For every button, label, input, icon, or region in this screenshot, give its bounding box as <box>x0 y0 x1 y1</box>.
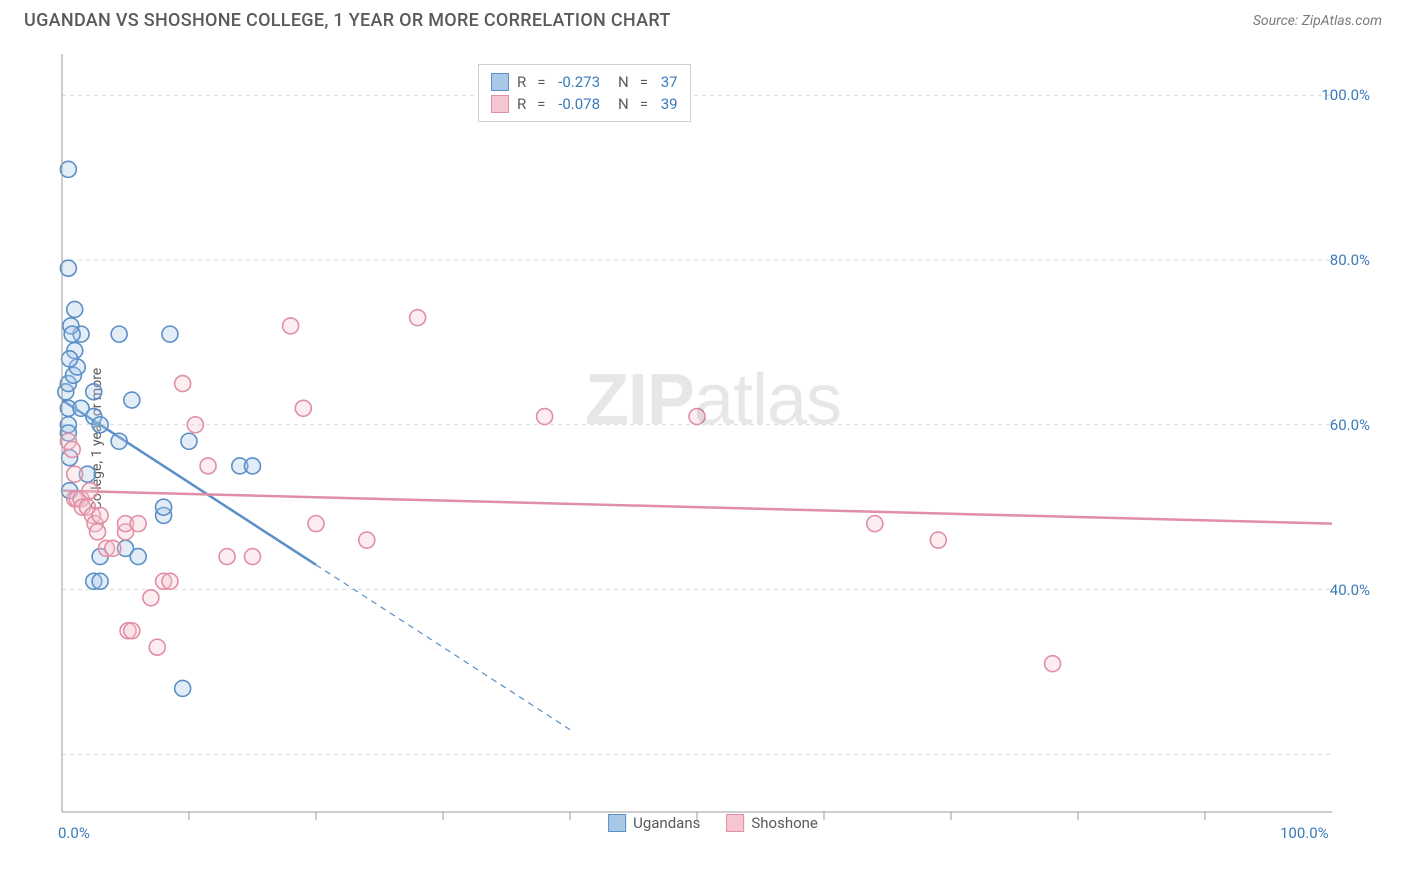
y-tick-label: 80.0% <box>1330 251 1370 269</box>
stats-swatch <box>491 73 509 91</box>
stat-n-label: N <box>616 71 631 93</box>
stat-n-value: 39 <box>657 93 678 115</box>
legend-item: Shoshone <box>726 814 818 832</box>
correlation-stats-box: R= -0.273N= 37R= -0.078N= 39 <box>478 64 691 122</box>
stat-r-label: R <box>515 71 528 93</box>
stats-swatch <box>491 95 509 113</box>
chart-area: College, 1 year or more ZIPatlas R= -0.2… <box>48 44 1378 834</box>
y-tick-label: 60.0% <box>1330 416 1370 434</box>
legend-swatch <box>726 814 744 832</box>
stat-n-label: N <box>616 93 631 115</box>
stats-row: R= -0.078N= 39 <box>491 93 678 115</box>
stat-r-value: -0.078 <box>554 93 600 115</box>
stats-row: R= -0.273N= 37 <box>491 71 678 93</box>
x-tick-label: 100.0% <box>1280 824 1329 842</box>
legend-label: Ugandans <box>633 814 700 832</box>
stat-r-value: -0.273 <box>554 71 600 93</box>
source-text: Source: ZipAtlas.com <box>1253 13 1382 29</box>
legend-label: Shoshone <box>751 814 818 832</box>
bottom-legend: Ugandans Shoshone <box>608 814 818 832</box>
y-tick-label: 100.0% <box>1321 86 1370 104</box>
legend-swatch <box>608 814 626 832</box>
x-tick-label: 0.0% <box>58 824 90 842</box>
stat-r-label: R <box>515 93 528 115</box>
chart-container: UGANDAN VS SHOSHONE COLLEGE, 1 YEAR OR M… <box>0 0 1406 892</box>
scatter-plot-svg <box>48 44 1378 834</box>
header: UGANDAN VS SHOSHONE COLLEGE, 1 YEAR OR M… <box>0 0 1406 31</box>
legend-item: Ugandans <box>608 814 700 832</box>
chart-title: UGANDAN VS SHOSHONE COLLEGE, 1 YEAR OR M… <box>24 10 671 31</box>
y-tick-label: 40.0% <box>1330 581 1370 599</box>
stat-n-value: 37 <box>657 71 678 93</box>
